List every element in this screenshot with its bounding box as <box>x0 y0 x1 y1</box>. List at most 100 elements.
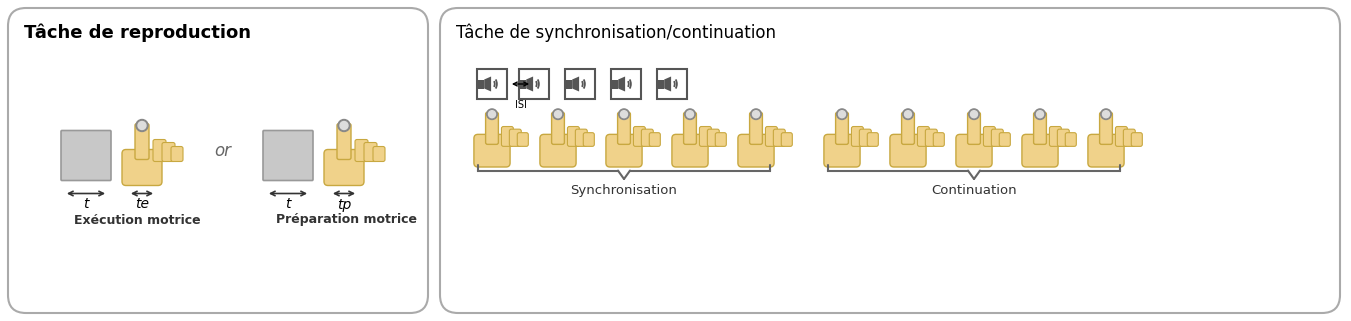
FancyBboxPatch shape <box>584 133 594 146</box>
FancyBboxPatch shape <box>992 129 1004 146</box>
FancyBboxPatch shape <box>1066 133 1077 146</box>
FancyBboxPatch shape <box>485 112 499 144</box>
Circle shape <box>1036 111 1043 118</box>
FancyBboxPatch shape <box>1116 126 1127 146</box>
FancyBboxPatch shape <box>890 134 925 167</box>
FancyBboxPatch shape <box>657 69 688 99</box>
Circle shape <box>836 109 847 119</box>
FancyBboxPatch shape <box>373 146 385 161</box>
Circle shape <box>902 109 913 119</box>
FancyBboxPatch shape <box>1058 129 1069 146</box>
FancyBboxPatch shape <box>551 112 565 144</box>
FancyBboxPatch shape <box>859 129 871 146</box>
FancyBboxPatch shape <box>540 134 576 167</box>
FancyBboxPatch shape <box>567 126 580 146</box>
Circle shape <box>553 109 563 119</box>
FancyBboxPatch shape <box>61 131 111 180</box>
FancyBboxPatch shape <box>477 69 507 99</box>
FancyBboxPatch shape <box>634 126 646 146</box>
FancyBboxPatch shape <box>324 150 363 186</box>
Text: Exécution motrice: Exécution motrice <box>74 213 201 227</box>
FancyBboxPatch shape <box>715 133 727 146</box>
FancyBboxPatch shape <box>708 129 719 146</box>
FancyBboxPatch shape <box>984 126 996 146</box>
Polygon shape <box>619 76 626 91</box>
Circle shape <box>1101 109 1112 119</box>
FancyBboxPatch shape <box>153 140 166 161</box>
FancyBboxPatch shape <box>363 143 377 161</box>
Circle shape <box>751 109 761 119</box>
FancyBboxPatch shape <box>520 80 526 89</box>
FancyBboxPatch shape <box>501 126 513 146</box>
FancyBboxPatch shape <box>738 134 774 167</box>
Circle shape <box>620 111 627 118</box>
Text: or: or <box>215 142 231 160</box>
Circle shape <box>340 122 349 129</box>
FancyBboxPatch shape <box>1088 134 1124 167</box>
FancyBboxPatch shape <box>336 124 351 160</box>
Circle shape <box>1035 109 1046 119</box>
FancyBboxPatch shape <box>901 112 915 144</box>
Polygon shape <box>665 76 671 91</box>
FancyBboxPatch shape <box>836 112 848 144</box>
FancyBboxPatch shape <box>8 8 428 313</box>
FancyBboxPatch shape <box>263 131 313 180</box>
Circle shape <box>685 109 696 119</box>
FancyBboxPatch shape <box>1100 112 1112 144</box>
FancyBboxPatch shape <box>135 124 149 160</box>
FancyBboxPatch shape <box>605 134 642 167</box>
Circle shape <box>138 122 146 129</box>
Text: Synchronisation: Synchronisation <box>570 184 677 197</box>
FancyBboxPatch shape <box>1124 129 1135 146</box>
Text: tp: tp <box>336 197 351 212</box>
FancyBboxPatch shape <box>1000 133 1011 146</box>
FancyBboxPatch shape <box>565 69 594 99</box>
Text: te: te <box>135 197 149 212</box>
Circle shape <box>970 111 978 118</box>
FancyBboxPatch shape <box>172 146 182 161</box>
FancyBboxPatch shape <box>851 126 863 146</box>
FancyBboxPatch shape <box>576 129 588 146</box>
Text: t: t <box>84 197 89 212</box>
Polygon shape <box>573 76 580 91</box>
Circle shape <box>619 109 630 119</box>
FancyBboxPatch shape <box>1021 134 1058 167</box>
Circle shape <box>1102 111 1109 118</box>
FancyBboxPatch shape <box>1050 126 1062 146</box>
FancyBboxPatch shape <box>773 129 785 146</box>
FancyBboxPatch shape <box>766 126 777 146</box>
Circle shape <box>486 109 497 119</box>
Circle shape <box>338 119 350 132</box>
FancyBboxPatch shape <box>917 126 929 146</box>
Circle shape <box>753 111 759 118</box>
FancyBboxPatch shape <box>440 8 1340 313</box>
FancyBboxPatch shape <box>684 112 696 144</box>
FancyBboxPatch shape <box>700 126 712 146</box>
FancyBboxPatch shape <box>934 133 944 146</box>
Circle shape <box>969 109 979 119</box>
Polygon shape <box>526 76 534 91</box>
Text: Préparation motrice: Préparation motrice <box>276 213 417 227</box>
FancyBboxPatch shape <box>867 133 878 146</box>
FancyBboxPatch shape <box>781 133 792 146</box>
FancyBboxPatch shape <box>355 140 367 161</box>
FancyBboxPatch shape <box>957 134 992 167</box>
FancyBboxPatch shape <box>1034 112 1047 144</box>
Circle shape <box>489 111 496 118</box>
FancyBboxPatch shape <box>122 150 162 186</box>
FancyBboxPatch shape <box>671 134 708 167</box>
Text: Tâche de reproduction: Tâche de reproduction <box>24 24 251 42</box>
FancyBboxPatch shape <box>925 129 938 146</box>
FancyBboxPatch shape <box>517 133 528 146</box>
FancyBboxPatch shape <box>509 129 521 146</box>
FancyBboxPatch shape <box>611 69 640 99</box>
FancyBboxPatch shape <box>1131 133 1143 146</box>
FancyBboxPatch shape <box>642 129 654 146</box>
FancyBboxPatch shape <box>658 80 665 89</box>
FancyBboxPatch shape <box>650 133 661 146</box>
FancyBboxPatch shape <box>519 69 549 99</box>
Circle shape <box>839 111 846 118</box>
FancyBboxPatch shape <box>750 112 762 144</box>
Text: ISI: ISI <box>515 100 527 110</box>
FancyBboxPatch shape <box>612 80 619 89</box>
